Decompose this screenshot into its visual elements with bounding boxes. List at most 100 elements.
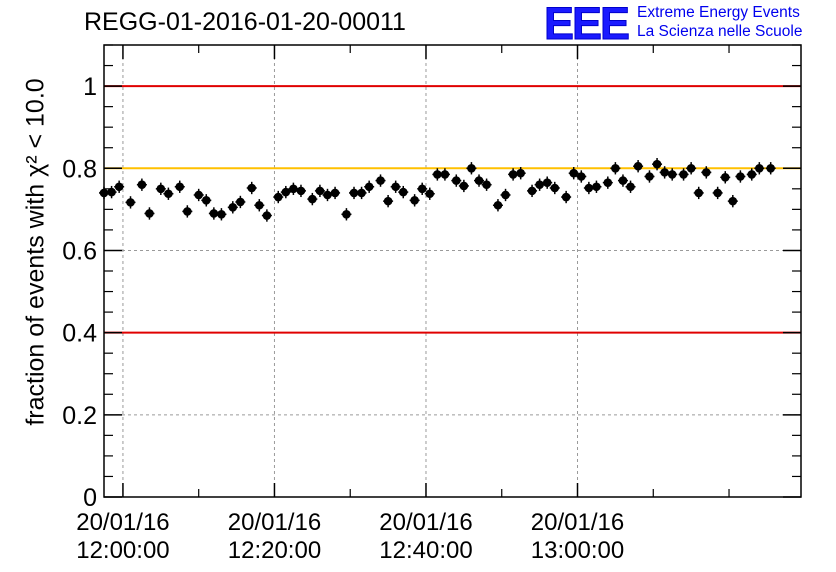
x-tick-time-label: 12:40:00 (379, 537, 472, 564)
point-marker (183, 207, 192, 216)
data-point (492, 199, 503, 212)
data-point (652, 158, 663, 171)
point-marker (296, 186, 306, 196)
data-point (409, 194, 420, 207)
point-marker (289, 184, 298, 194)
point-marker (308, 194, 317, 204)
point-marker (376, 176, 385, 185)
y-tick-label: 0.6 (62, 237, 97, 265)
data-point (307, 192, 318, 206)
data-point (754, 162, 765, 175)
point-marker (281, 187, 291, 197)
data-point (735, 170, 746, 183)
point-marker (728, 196, 738, 206)
point-marker (398, 187, 408, 197)
y-tick-label: 0 (83, 484, 97, 512)
point-marker (440, 170, 450, 179)
data-point (280, 185, 291, 199)
data-point (201, 194, 212, 207)
data-point (508, 168, 519, 181)
data-point (466, 162, 477, 175)
point-marker (467, 163, 476, 173)
data-point (144, 207, 155, 220)
point-marker (694, 188, 704, 198)
data-point (330, 186, 341, 200)
data-point (561, 190, 572, 204)
data-point (644, 170, 655, 183)
data-point (295, 184, 306, 198)
plot-frame (103, 44, 802, 498)
data-points (99, 158, 776, 222)
y-tick-label: 0.8 (62, 155, 97, 183)
point-marker (315, 186, 325, 196)
point-marker (679, 170, 688, 179)
data-point (667, 168, 678, 181)
point-marker (755, 163, 764, 173)
data-point (125, 196, 136, 209)
data-point (534, 178, 545, 191)
data-point (432, 168, 443, 181)
point-marker (114, 182, 124, 192)
point-marker (516, 168, 525, 178)
point-marker (349, 188, 359, 198)
point-marker (527, 186, 537, 196)
data-point (163, 187, 174, 200)
x-tick-date-label: 20/01/16 (76, 509, 169, 536)
point-marker (633, 161, 643, 171)
point-marker (391, 182, 400, 192)
data-point (576, 170, 587, 183)
data-point (174, 180, 185, 193)
data-point (106, 185, 117, 199)
point-marker (652, 159, 662, 169)
point-marker (459, 181, 469, 191)
data-point (451, 174, 462, 187)
reference-lines (104, 85, 801, 334)
data-point (659, 166, 670, 179)
point-marker (766, 163, 775, 173)
data-point (720, 171, 731, 184)
data-point (610, 162, 621, 175)
data-point (678, 168, 689, 181)
point-marker (410, 196, 419, 205)
point-marker (686, 163, 696, 173)
data-point (398, 185, 409, 199)
x-tick-time-label: 12:00:00 (76, 537, 169, 564)
point-marker (660, 168, 669, 177)
data-point (364, 180, 375, 193)
data-point (155, 182, 166, 195)
point-marker (164, 189, 173, 199)
data-point (481, 178, 492, 191)
point-marker (330, 188, 340, 198)
data-point (583, 181, 594, 195)
point-marker (618, 176, 628, 185)
data-point (246, 181, 257, 195)
data-point (254, 199, 265, 212)
data-point (439, 168, 450, 181)
point-marker (433, 170, 442, 179)
point-marker (701, 168, 711, 177)
logo-letters: EEE (543, 0, 630, 49)
grid-lines (104, 45, 801, 497)
data-point (273, 190, 284, 204)
point-marker (720, 173, 730, 182)
point-marker (584, 183, 594, 193)
data-point (136, 178, 147, 191)
data-point (261, 209, 272, 222)
chart-title: REGG-01-2016-01-20-00011 (84, 8, 406, 36)
data-point (568, 167, 579, 180)
data-point (727, 194, 738, 208)
data-point (208, 207, 219, 220)
point-marker (342, 209, 351, 219)
eee-logo: EEE Extreme Energy Events La Scienza nel… (543, 0, 802, 49)
y-tick-label: 0.2 (62, 402, 97, 430)
point-marker (194, 190, 204, 200)
data-point (701, 166, 712, 179)
data-point (288, 182, 299, 195)
point-marker (364, 182, 374, 192)
point-marker (247, 183, 257, 193)
point-marker (262, 211, 272, 220)
data-point (625, 180, 636, 193)
point-marker (508, 170, 518, 179)
point-marker (425, 189, 435, 199)
